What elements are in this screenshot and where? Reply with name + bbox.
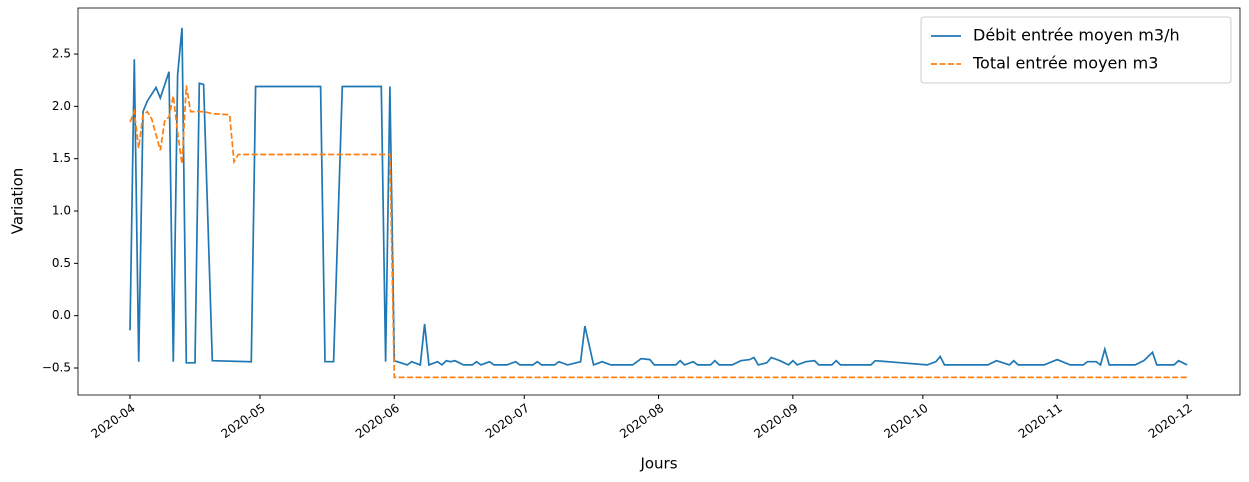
x-tick-label: 2020-12 [1146,401,1195,441]
y-tick-label: 0.0 [52,308,71,322]
x-axis-label: Jours [639,455,677,473]
y-tick-label: 1.0 [52,204,71,218]
x-tick-label: 2020-05 [219,401,268,441]
y-axis-label: Variation [9,168,27,235]
line [129,85,1188,379]
y-tick-label: −0.5 [42,361,71,375]
legend-label: Total entrée moyen m3 [972,54,1158,73]
plot-frame [77,7,1241,396]
x-tick-label: 2020-07 [483,401,532,441]
legend-label: Débit entrée moyen m3/h [973,26,1180,45]
x-tick-label: 2020-10 [881,401,930,441]
x-tick-label: 2020-04 [89,401,138,441]
y-tick-label: 2.5 [52,47,71,61]
legend-box [920,16,1232,84]
x-tick-label: 2020-06 [353,401,402,441]
x-tick-label: 2020-11 [1016,401,1065,441]
y-tick-label: 2.0 [52,99,71,113]
y-tick-label: 1.5 [52,151,71,165]
y-tick-label: 0.5 [52,256,71,270]
x-tick-label: 2020-08 [617,401,666,441]
x-tick-label: 2020-09 [752,401,801,441]
line [129,27,1188,367]
